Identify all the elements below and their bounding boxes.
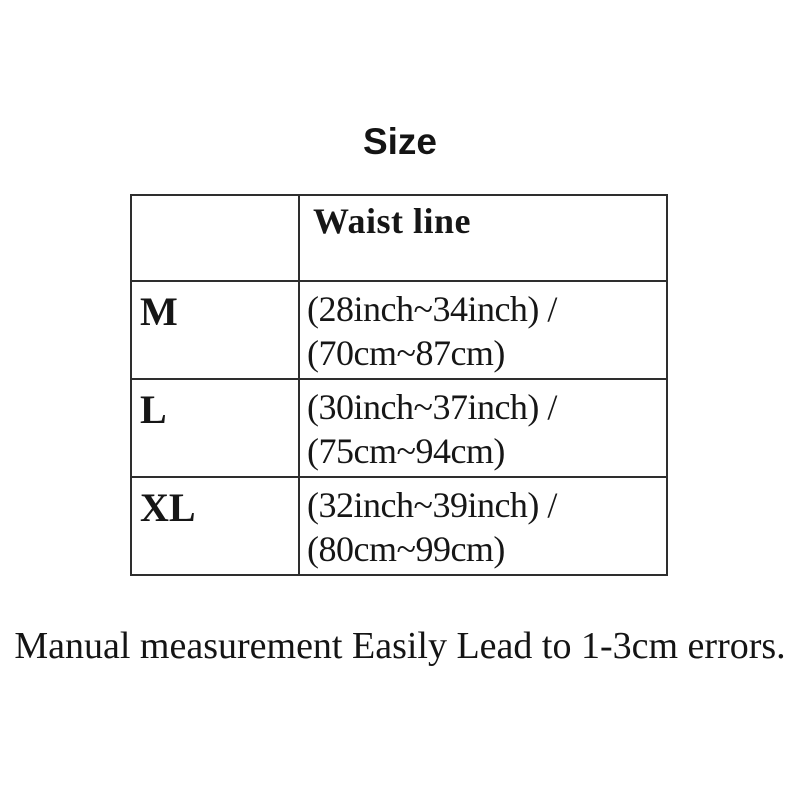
waist-range-xl-line1: (32inch~39inch) / (307, 485, 557, 525)
size-label-m: M (130, 280, 300, 380)
size-table: Waist line M (28inch~34inch) / (70cm~87c… (130, 194, 668, 576)
waist-range-m-line2: (70cm~87cm) (307, 333, 505, 373)
table-row-m: M (28inch~34inch) / (70cm~87cm) (130, 280, 668, 380)
waist-range-m: (28inch~34inch) / (70cm~87cm) (298, 280, 668, 380)
page-title: Size (362, 121, 438, 162)
measurement-note: Manual measurement Easily Lead to 1-3cm … (14, 625, 786, 667)
table-row-l: L (30inch~37inch) / (75cm~94cm) (130, 378, 668, 478)
size-label-l: L (130, 378, 300, 478)
table-header-row: Waist line (130, 194, 668, 282)
table-row-xl: XL (32inch~39inch) / (80cm~99cm) (130, 476, 668, 576)
size-label-xl: XL (130, 476, 300, 576)
waist-range-l-line2: (75cm~94cm) (307, 431, 505, 471)
waist-range-xl: (32inch~39inch) / (80cm~99cm) (298, 476, 668, 576)
waist-range-m-line1: (28inch~34inch) / (307, 289, 557, 329)
waist-range-xl-line2: (80cm~99cm) (307, 529, 505, 569)
waist-line-column-header: Waist line (298, 194, 668, 282)
waist-range-l-line1: (30inch~37inch) / (307, 387, 557, 427)
size-column-header (130, 194, 300, 282)
waist-range-l: (30inch~37inch) / (75cm~94cm) (298, 378, 668, 478)
